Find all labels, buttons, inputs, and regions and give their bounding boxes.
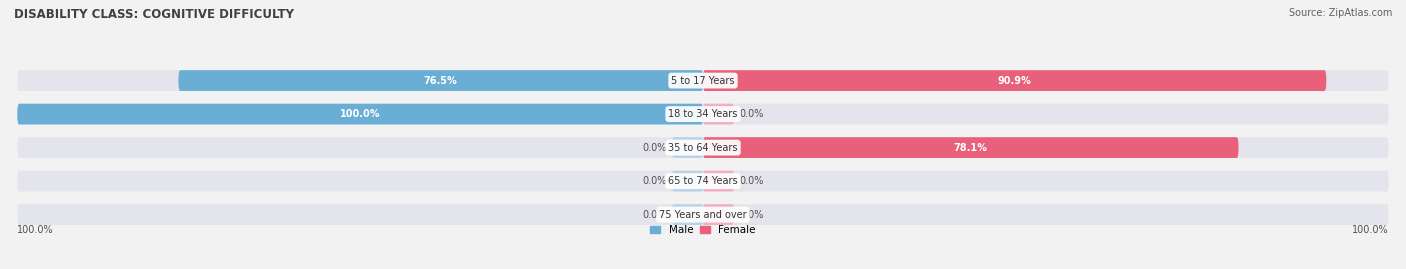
FancyBboxPatch shape <box>17 104 703 125</box>
Text: 0.0%: 0.0% <box>643 176 666 186</box>
FancyBboxPatch shape <box>17 70 1389 91</box>
Text: 65 to 74 Years: 65 to 74 Years <box>668 176 738 186</box>
Text: 78.1%: 78.1% <box>953 143 987 153</box>
Legend: Male, Female: Male, Female <box>650 225 756 235</box>
Text: 0.0%: 0.0% <box>740 109 763 119</box>
FancyBboxPatch shape <box>703 137 1239 158</box>
FancyBboxPatch shape <box>703 204 734 225</box>
Text: DISABILITY CLASS: COGNITIVE DIFFICULTY: DISABILITY CLASS: COGNITIVE DIFFICULTY <box>14 8 294 21</box>
Text: 0.0%: 0.0% <box>643 143 666 153</box>
Text: 35 to 64 Years: 35 to 64 Years <box>668 143 738 153</box>
FancyBboxPatch shape <box>703 70 1326 91</box>
Text: 0.0%: 0.0% <box>643 210 666 220</box>
Text: 75 Years and over: 75 Years and over <box>659 210 747 220</box>
FancyBboxPatch shape <box>672 137 703 158</box>
FancyBboxPatch shape <box>672 204 703 225</box>
Text: 90.9%: 90.9% <box>998 76 1032 86</box>
FancyBboxPatch shape <box>703 104 734 125</box>
FancyBboxPatch shape <box>17 171 1389 192</box>
FancyBboxPatch shape <box>17 137 1389 158</box>
Text: 0.0%: 0.0% <box>740 176 763 186</box>
FancyBboxPatch shape <box>672 171 703 192</box>
Text: Source: ZipAtlas.com: Source: ZipAtlas.com <box>1288 8 1392 18</box>
FancyBboxPatch shape <box>703 171 734 192</box>
Text: 0.0%: 0.0% <box>740 210 763 220</box>
FancyBboxPatch shape <box>179 70 703 91</box>
Text: 100.0%: 100.0% <box>340 109 381 119</box>
Text: 100.0%: 100.0% <box>17 225 53 235</box>
Text: 5 to 17 Years: 5 to 17 Years <box>671 76 735 86</box>
Text: 76.5%: 76.5% <box>423 76 457 86</box>
FancyBboxPatch shape <box>17 204 1389 225</box>
FancyBboxPatch shape <box>17 104 1389 125</box>
Text: 18 to 34 Years: 18 to 34 Years <box>668 109 738 119</box>
Text: 100.0%: 100.0% <box>1353 225 1389 235</box>
